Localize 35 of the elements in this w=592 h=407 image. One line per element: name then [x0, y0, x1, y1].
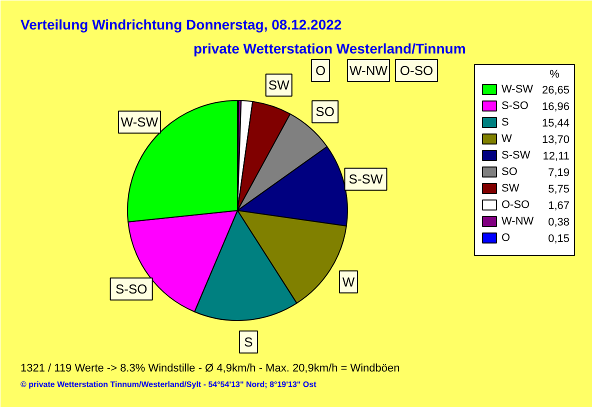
- data-label: 0,15: [548, 233, 570, 245]
- legend-label: O-SO: [502, 199, 530, 211]
- text: 1321 / 119 Werte -> 8.3% Windstille - Ø 4,9km/h - Max. 20,9km/h = Windböen: [20, 362, 400, 374]
- data-label: 15,44: [542, 118, 570, 130]
- data-label: 1,67: [548, 200, 570, 212]
- category-label: O: [315, 63, 326, 78]
- data-label: 0,38: [548, 216, 570, 228]
- slice-label: W: [342, 274, 356, 290]
- legend-label: O: [502, 232, 510, 244]
- category-label: O-SO: [400, 63, 434, 78]
- legend-label: SO: [502, 166, 518, 178]
- slice-label: SO: [316, 104, 334, 120]
- data-label: 7,19: [548, 167, 570, 179]
- data-label: 12,11: [542, 150, 570, 162]
- chart-subtitle: private Wetterstation Westerland/Tinnum: [194, 40, 466, 56]
- text: © private Wetterstation Tinnum/Westerland/Sylt - 54°54'13" Nord; 8°19'13" Ost: [20, 380, 317, 389]
- data-label: 26,65: [542, 84, 570, 96]
- data-label: 5,75: [548, 184, 570, 196]
- legend-label: S-SO: [502, 100, 529, 112]
- slice-label: W-SW: [120, 114, 159, 130]
- legend-label: SW: [502, 182, 520, 194]
- slice-label: SW: [268, 78, 290, 93]
- slice-label: S: [244, 334, 254, 350]
- slice-label: S-SW: [348, 172, 384, 187]
- slice-label: S-SO: [115, 281, 148, 296]
- legend-label: W: [502, 133, 512, 145]
- data-label: 13,70: [542, 134, 570, 146]
- legend-title: %: [550, 68, 560, 80]
- legend-label: S: [502, 116, 509, 128]
- category-label: W-NW: [349, 63, 388, 78]
- legend-label: W-SW: [502, 84, 534, 96]
- legend-label: S-SW: [502, 150, 531, 162]
- chart-title: Verteilung Windrichtung Donnerstag, 08.12.2022: [20, 16, 342, 32]
- legend-label: W-NW: [502, 216, 534, 228]
- data-label: 16,96: [542, 101, 570, 113]
